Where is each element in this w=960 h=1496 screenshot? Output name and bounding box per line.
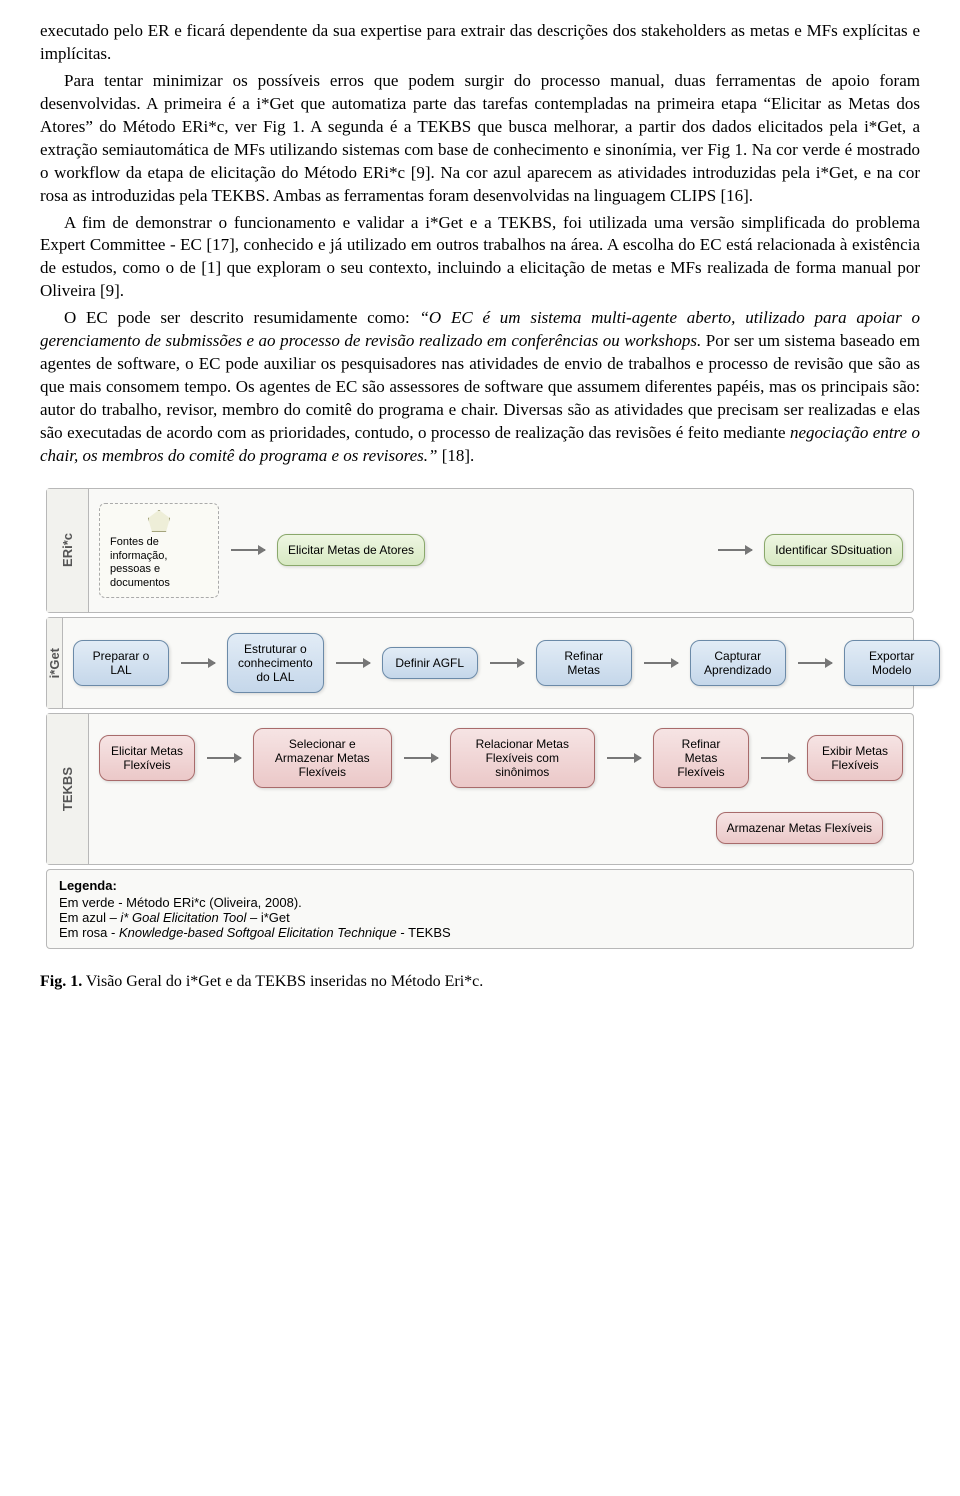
arrow-icon [231, 549, 265, 551]
legend-box: Legenda: Em verde - Método ERi*c (Olivei… [46, 869, 914, 949]
paragraph-1: executado pelo ER e ficará dependente da… [40, 20, 920, 66]
caption-text: Visão Geral do i*Get e da TEKBS inserida… [82, 973, 483, 990]
node-estruturar-lal: Estruturar o conhecimento do LAL [227, 633, 324, 693]
source-text: Fontes de informação, pessoas e document… [110, 536, 208, 591]
lane-label-iget: i*Get [47, 618, 63, 708]
paragraph-3: A fim de demonstrar o funcionamento e va… [40, 212, 920, 304]
node-definir-agfl: Definir AGFL [382, 647, 478, 679]
node-refinar-mf: Refinar Metas Flexíveis [653, 728, 749, 788]
lane-eric: ERi*c Fontes de informação, pessoas e do… [46, 488, 914, 613]
legend-line-3: Em rosa - Knowledge-based Softgoal Elici… [59, 925, 901, 940]
p4-cite: [18]. [442, 446, 475, 465]
legend-line-1: Em verde - Método ERi*c (Oliveira, 2008)… [59, 895, 901, 910]
arrow-icon [644, 662, 678, 664]
paragraph-2: Para tentar minimizar os possíveis erros… [40, 70, 920, 208]
node-selecionar-mf: Selecionar e Armazenar Metas Flexíveis [253, 728, 392, 788]
arrow-icon [404, 757, 438, 759]
arrow-icon [181, 662, 215, 664]
arrow-icon [718, 549, 752, 551]
node-refinar-metas: Refinar Metas [536, 640, 632, 686]
arrow-icon [761, 757, 795, 759]
pentagon-icon [148, 510, 170, 532]
legend-title: Legenda: [59, 878, 901, 893]
arrow-icon [336, 662, 370, 664]
node-identificar-sd: Identificar SDsituation [764, 534, 903, 566]
source-box: Fontes de informação, pessoas e document… [99, 503, 219, 598]
lane-tekbs: TEKBS Elicitar Metas Flexíveis Seleciona… [46, 713, 914, 865]
node-exibir-mf: Exibir Metas Flexíveis [807, 735, 903, 781]
p4-intro: O EC pode ser descrito resumidamente com… [64, 308, 419, 327]
node-elicitar-mf: Elicitar Metas Flexíveis [99, 735, 195, 781]
arrow-icon [207, 757, 241, 759]
workflow-diagram: ERi*c Fontes de informação, pessoas e do… [40, 482, 920, 955]
lane-iget: i*Get Preparar o LAL Estruturar o conhec… [46, 617, 914, 709]
arrow-icon [607, 757, 641, 759]
node-capturar-aprendizado: Capturar Aprendizado [690, 640, 786, 686]
lane-label-tekbs: TEKBS [47, 714, 89, 864]
figure-caption: Fig. 1. Visão Geral do i*Get e da TEKBS … [40, 973, 920, 991]
node-elicitar-metas: Elicitar Metas de Atores [277, 534, 425, 566]
node-preparar-lal: Preparar o LAL [73, 640, 169, 686]
arrow-icon [490, 662, 524, 664]
node-armazenar-mf: Armazenar Metas Flexíveis [716, 812, 883, 844]
legend-line-2: Em azul – i* Goal Elicitation Tool – i*G… [59, 910, 901, 925]
arrow-icon [798, 662, 832, 664]
lane-label-eric: ERi*c [47, 489, 89, 612]
paragraph-4: O EC pode ser descrito resumidamente com… [40, 307, 920, 468]
caption-label: Fig. 1. [40, 973, 82, 990]
node-exportar-modelo: Exportar Modelo [844, 640, 940, 686]
node-relacionar-mf: Relacionar Metas Flexíveis com sinônimos [450, 728, 595, 788]
